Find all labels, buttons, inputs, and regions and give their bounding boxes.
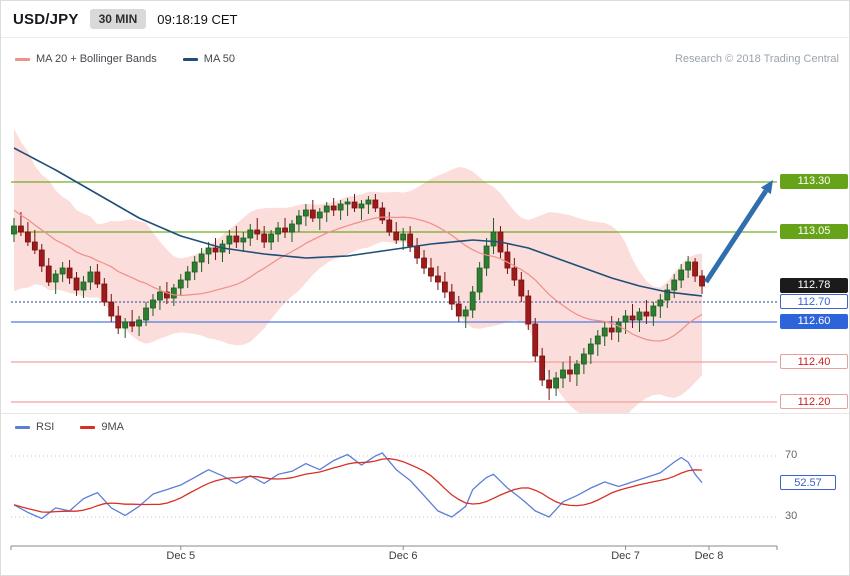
nine-ma-swatch-icon <box>80 425 96 429</box>
bollinger-swatch-icon <box>15 57 30 61</box>
legend-bollinger-label: MA 20 + Bollinger Bands <box>36 53 157 65</box>
rsi-current-value-label: 52.57 <box>780 474 836 490</box>
legend-item-9ma: 9MA <box>80 421 124 433</box>
x-axis-label: Dec 6 <box>389 550 418 562</box>
ma50-swatch-icon <box>182 57 198 61</box>
legend-item-rsi: RSI <box>15 421 54 433</box>
horizontal-levels <box>11 181 777 403</box>
price-level-label-113-05: 113.05 <box>780 224 848 239</box>
forecast-arrow <box>703 180 773 284</box>
price-level-label-112-40: 112.40 <box>780 354 848 369</box>
main-legend: MA 20 + Bollinger Bands MA 50 <box>15 53 235 65</box>
rsi-swatch-icon <box>15 425 30 429</box>
legend-rsi-label: RSI <box>36 421 55 433</box>
research-credit: Research © 2018 Trading Central <box>674 53 839 65</box>
price-level-label-112-20: 112.20 <box>780 394 848 409</box>
price-level-label-112-60: 112.60 <box>780 314 848 329</box>
candlestick-series <box>11 194 705 400</box>
chart-header: USD/JPY 30 MIN 09:18:19 CET <box>1 1 849 38</box>
price-level-label-112-70: 112.70 <box>780 294 848 309</box>
symbol-label: USD/JPY <box>13 10 79 28</box>
x-axis-label: Dec 5 <box>166 550 195 562</box>
bollinger-band-area <box>14 128 702 413</box>
rsi-level-label-70: 70 <box>785 449 798 461</box>
pane-separator <box>1 413 849 414</box>
quote-time: 09:18:19 CET <box>157 11 238 27</box>
x-axis-label: Dec 7 <box>611 550 640 562</box>
rsi-pane <box>11 452 777 520</box>
timeframe-badge: 30 MIN <box>89 9 147 29</box>
time-axis: Dec 5 Dec 6 Dec 7 Dec 8 <box>10 545 778 562</box>
price-level-label-112-78: 112.78 <box>780 278 848 293</box>
price-level-label-113-30: 113.30 <box>780 174 848 189</box>
x-axis-label: Dec 8 <box>695 550 724 562</box>
legend-item-bollinger: MA 20 + Bollinger Bands <box>15 53 157 65</box>
legend-item-ma50: MA 50 <box>182 53 235 65</box>
moving-average-lines <box>13 147 703 342</box>
legend-ma50-label: MA 50 <box>203 53 235 65</box>
rsi-level-label-30: 30 <box>785 510 798 522</box>
legend-9ma-label: 9MA <box>101 421 124 433</box>
rsi-legend: RSI 9MA <box>15 421 124 433</box>
